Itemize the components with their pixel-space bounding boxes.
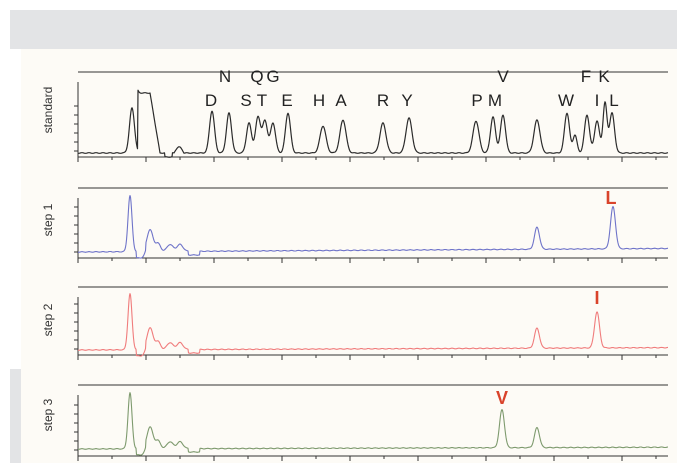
peak-label: M [488,91,502,110]
peak-label: D [205,91,217,110]
peak-label: G [266,67,279,86]
identified-peak-marker: V [496,388,508,408]
identified-peak-marker: L [606,188,617,208]
y-axis-label: step 3 [41,398,55,431]
peak-label: P [471,91,482,110]
trace-line [77,293,669,357]
peak-label: K [598,67,610,86]
peak-label: N [219,67,231,86]
peak-label: S [240,91,251,110]
trace-line [77,89,669,158]
trace-line [77,392,669,456]
peak-label: V [497,67,509,86]
identified-peak-marker: I [594,288,599,308]
peak-label: F [581,67,591,86]
peak-label: R [377,91,389,110]
top-header-band [10,10,677,49]
panel-step-1: step 1 L [41,187,669,263]
peak-label: E [281,91,292,110]
panel-step-2: step 2 I [41,286,669,360]
y-axis-label: step 1 [41,203,55,236]
peak-label: T [257,91,267,110]
peak-label: Q [250,67,263,86]
peak-label: A [335,91,347,110]
left-edge-strip [10,369,21,463]
peak-label: Y [401,91,412,110]
trace-line [77,194,669,259]
panel-step-3: step 3 V [41,384,669,461]
peak-label: H [313,91,325,110]
y-axis-label: step 2 [41,303,55,336]
peak-label: I [595,91,600,110]
peak-label: W [558,91,574,110]
y-axis-label: standard [41,87,55,134]
peak-label: L [609,91,618,110]
